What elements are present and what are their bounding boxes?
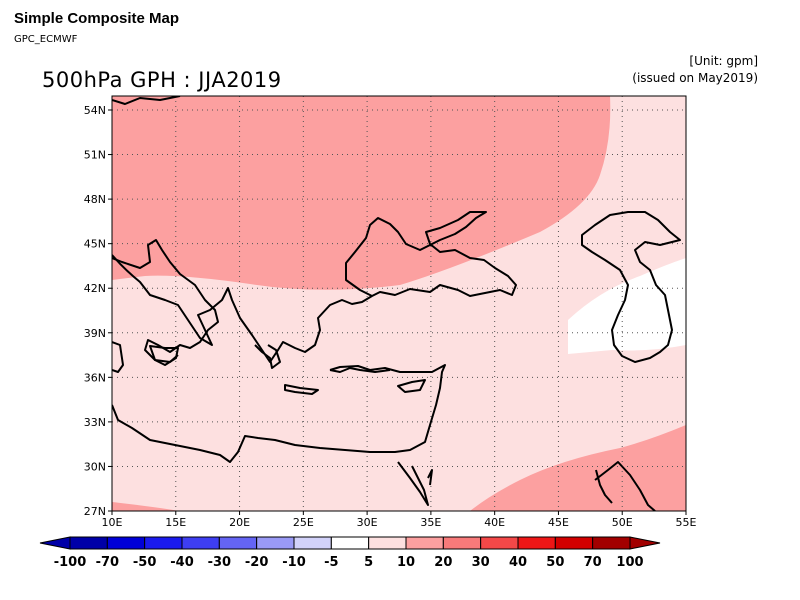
colorbar-label: -10 — [282, 555, 306, 570]
lon-label: 50E — [612, 516, 633, 529]
map-frame — [111, 95, 687, 512]
turkey-south-coast — [329, 367, 391, 373]
lon-label: 15E — [165, 516, 186, 529]
model-subtitle: GPC_ECMWF — [14, 34, 78, 45]
north-coast-top — [112, 96, 181, 105]
field-neutral-east — [568, 258, 686, 354]
issued-label: (issued on May2019) — [632, 71, 758, 85]
colorbar-arrow-left — [39, 536, 71, 550]
lon-label: 20E — [229, 516, 250, 529]
colorbar-segment — [106, 536, 146, 550]
colorbar-segment — [368, 536, 407, 550]
colorbar-segment — [480, 536, 519, 550]
colorbar-segment — [592, 536, 631, 550]
field-10-20-southwest — [112, 502, 180, 511]
colorbar-label: -70 — [96, 555, 120, 570]
colorbar-label: 5 — [364, 555, 373, 570]
lat-label: 27N — [84, 505, 106, 518]
persian-gulf-coast — [594, 461, 656, 511]
colorbar-label: 50 — [546, 555, 564, 570]
colorbar-label: 20 — [434, 555, 452, 570]
colorbar-label: 40 — [509, 555, 527, 570]
lon-label: 10E — [102, 516, 123, 529]
longitude-labels: 10E 15E 20E 25E 30E 35E 40E 45E 50E 55E — [102, 511, 697, 529]
page-title: Simple Composite Map — [14, 10, 180, 27]
colorbar-segment — [517, 536, 556, 550]
colorbar-segment — [442, 536, 482, 550]
lat-label: 36N — [84, 371, 106, 384]
field-10-20-southeast — [470, 425, 686, 511]
colorbar-label: 70 — [584, 555, 602, 570]
colorbar-label: 100 — [616, 555, 643, 570]
sardinia — [112, 341, 124, 373]
sicily — [149, 345, 179, 366]
colorbar-label: 10 — [397, 555, 415, 570]
colorbar-arrow-right — [629, 536, 661, 550]
colorbar-segment — [405, 536, 444, 550]
lon-label: 40E — [484, 516, 505, 529]
colorbar-segment — [256, 536, 295, 550]
lat-label: 51N — [84, 149, 106, 162]
colorbar-segment — [330, 536, 370, 550]
lon-label: 35E — [420, 516, 441, 529]
colorbar-label: -30 — [208, 555, 232, 570]
adriatic-balkan-coast — [112, 211, 517, 363]
colorbar-segment — [69, 536, 108, 550]
aqaba-gulf — [427, 469, 433, 486]
lon-label: 45E — [548, 516, 569, 529]
colorbar-label: -50 — [133, 555, 157, 570]
lat-label: 48N — [84, 193, 106, 206]
lat-label: 45N — [84, 238, 106, 251]
levant-africa-coast — [112, 364, 446, 463]
colorbar — [39, 536, 661, 550]
field-10-20-north — [112, 96, 611, 290]
lat-label: 42N — [84, 282, 106, 295]
lon-label: 55E — [676, 516, 697, 529]
colorbar-label: -5 — [324, 555, 338, 570]
colorbar-segment — [554, 536, 594, 550]
colorbar-segment — [293, 536, 332, 550]
lat-label: 39N — [84, 327, 106, 340]
graticule — [112, 96, 686, 511]
italy-coast — [112, 239, 219, 363]
arabia-tip — [595, 469, 613, 504]
greece-peninsula — [254, 344, 281, 369]
lat-label: 54N — [84, 104, 106, 117]
lon-label: 25E — [293, 516, 314, 529]
crete — [284, 384, 319, 395]
latitude-labels: 54N 51N 48N 45N 42N 39N 36N 33N 30N 27N — [84, 104, 112, 518]
map-title: 500hPa GPH : JJA2019 — [42, 68, 282, 92]
caspian-sea — [581, 211, 681, 363]
colorbar-segment — [218, 536, 258, 550]
colorbar-labels: -100 -70 -50 -40 -30 -20 -10 -5 5 10 20 30 40 50 70 100 — [54, 555, 644, 570]
lon-label: 30E — [357, 516, 378, 529]
lat-label: 30N — [84, 460, 106, 473]
colorbar-label: 30 — [472, 555, 490, 570]
colorbar-segment — [144, 536, 183, 550]
coastlines — [112, 96, 681, 511]
red-sea-sinai — [397, 461, 429, 506]
colorbar-segment — [181, 536, 220, 550]
cyprus — [397, 379, 426, 393]
colorbar-label: -20 — [245, 555, 269, 570]
unit-label: [Unit: gpm] — [689, 54, 758, 68]
lat-label: 33N — [84, 416, 106, 429]
colorbar-label: -100 — [54, 555, 87, 570]
colorbar-label: -40 — [170, 555, 194, 570]
